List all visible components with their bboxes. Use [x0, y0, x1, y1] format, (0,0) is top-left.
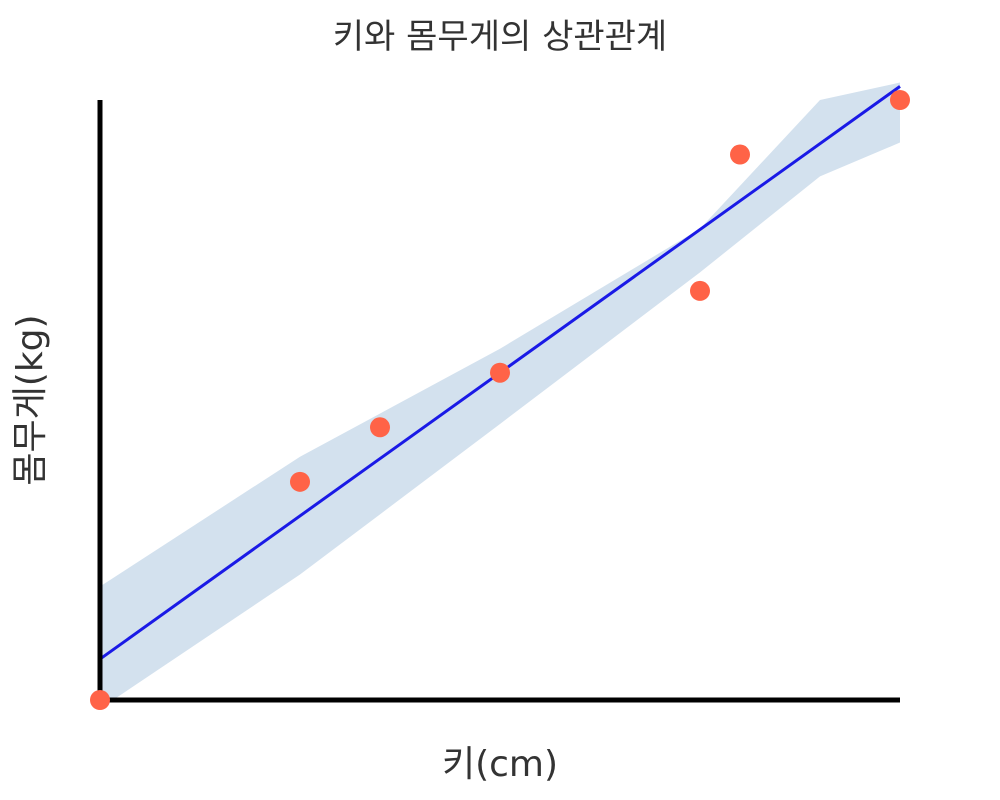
data-point-1 — [90, 690, 110, 710]
data-point-4 — [490, 362, 510, 383]
data-points — [90, 90, 910, 710]
chart-title: 키와 몸무게의 상관관계 — [333, 17, 667, 57]
y-axis-label: 몸무게(kg) — [10, 314, 51, 485]
data-point-7 — [890, 90, 910, 110]
data-point-6 — [730, 144, 750, 165]
data-point-2 — [290, 471, 310, 492]
confidence-band — [100, 82, 900, 709]
data-point-3 — [370, 417, 390, 438]
x-axis-label: 키(cm) — [442, 744, 558, 785]
data-point-5 — [690, 280, 710, 301]
